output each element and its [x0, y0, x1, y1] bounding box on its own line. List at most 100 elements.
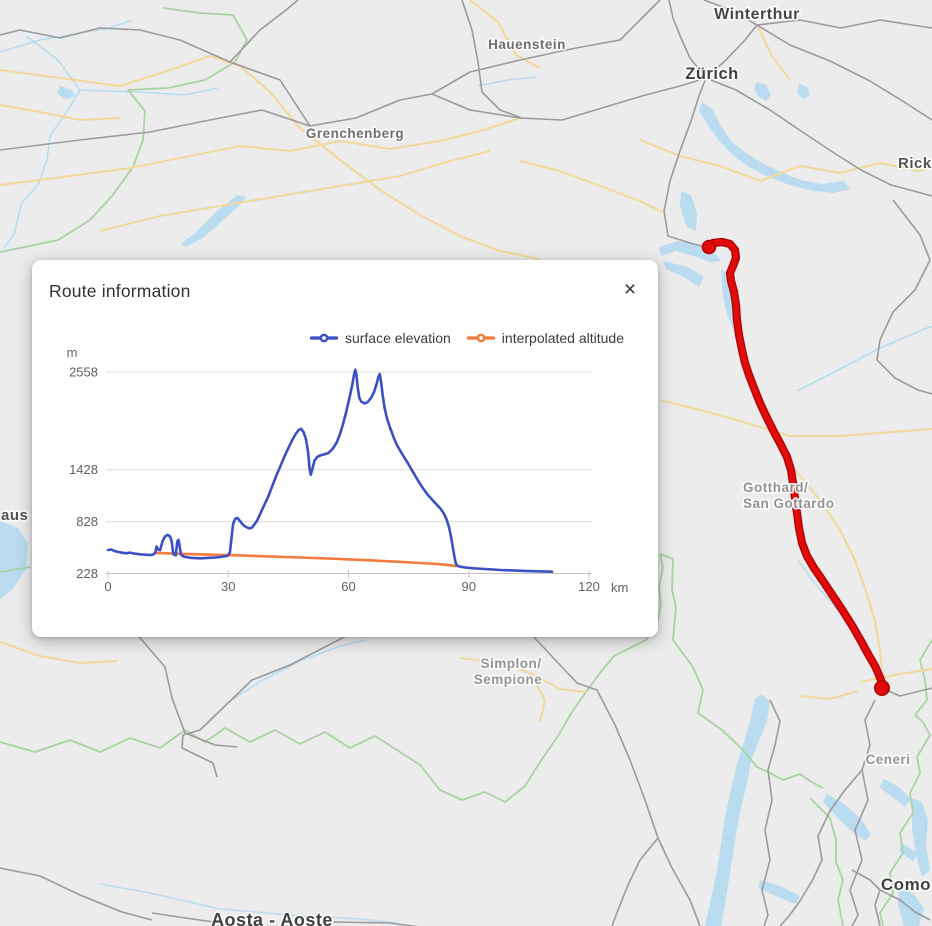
- route-start-marker[interactable]: [701, 239, 717, 255]
- lake: [0, 521, 28, 599]
- close-icon[interactable]: ×: [616, 276, 644, 304]
- road-major: [876, 199, 932, 395]
- country-border: [879, 639, 932, 926]
- map-label-hauenstein: Hauenstein: [488, 37, 566, 52]
- road-major: [461, 0, 523, 119]
- map-label-simplon-: Simplon/: [481, 656, 542, 671]
- legend-label: interpolated altitude: [501, 330, 624, 346]
- route-end-marker[interactable]: [873, 679, 890, 696]
- road-secondary: [794, 469, 884, 669]
- road-secondary: [659, 398, 932, 438]
- lake: [659, 241, 721, 262]
- road-secondary: [859, 667, 932, 684]
- x-tick-label: 60: [341, 579, 355, 594]
- road-major: [779, 769, 863, 926]
- map-label-z-rich: Zürich: [685, 65, 738, 83]
- road-secondary: [799, 689, 859, 701]
- road-secondary: [0, 54, 301, 129]
- road-major: [668, 0, 707, 79]
- x-axis-unit: km: [611, 580, 628, 595]
- road-secondary: [0, 103, 121, 122]
- map-label-winterthur: Winterthur: [714, 6, 800, 23]
- lake: [797, 84, 810, 99]
- road-major: [0, 27, 231, 63]
- panel-title: Route information: [49, 281, 191, 301]
- x-tick-label: 120: [578, 579, 600, 594]
- road-secondary: [639, 139, 932, 183]
- lake: [898, 887, 924, 926]
- y-tick-label: 228: [76, 566, 98, 581]
- x-tick-label: 0: [104, 579, 111, 594]
- lake: [823, 794, 871, 841]
- country-border: [0, 7, 248, 253]
- legend-item-surface-elevation[interactable]: surface elevation: [309, 330, 451, 346]
- map-label-ricke: Ricke: [898, 155, 932, 172]
- road-major: [663, 77, 707, 248]
- map-label-ceneri: Ceneri: [865, 752, 910, 767]
- map-label-san-gottardo: San Gottardo: [743, 496, 835, 511]
- lake: [758, 880, 800, 904]
- chart-legend: surface elevation interpolated altitude: [309, 330, 624, 346]
- y-tick-label: 1428: [69, 462, 98, 477]
- map-label-como: Como: [881, 875, 931, 894]
- lake: [680, 191, 697, 231]
- country-border: [0, 553, 824, 803]
- lake: [879, 779, 911, 807]
- road-major: [0, 0, 661, 151]
- y-tick-label: 2558: [69, 364, 98, 379]
- y-axis-unit: m: [67, 345, 78, 360]
- road-major: [229, 61, 311, 127]
- road-major: [756, 19, 932, 29]
- river: [3, 35, 81, 249]
- lake: [705, 694, 770, 926]
- legend-marker-icon: [466, 333, 495, 343]
- map-label-aus: aus: [1, 507, 28, 524]
- lake: [912, 798, 930, 877]
- country-border: [809, 797, 844, 926]
- map-label-gotthard-: Gotthard/: [743, 480, 808, 495]
- road-major: [332, 921, 419, 926]
- country-border: [0, 566, 31, 573]
- road-secondary: [756, 24, 791, 81]
- road-major: [181, 632, 353, 749]
- river: [796, 325, 932, 392]
- y-tick-label: 828: [76, 514, 98, 529]
- road-major: [761, 699, 781, 926]
- map-label-sempione: Sempione: [474, 672, 543, 687]
- lake: [754, 82, 771, 101]
- road-secondary: [299, 127, 541, 261]
- river: [99, 883, 397, 924]
- road-major: [881, 687, 932, 697]
- road-major: [705, 24, 758, 79]
- road-major: [0, 867, 153, 921]
- legend-item-interpolated-altitude[interactable]: interpolated altitude: [466, 330, 624, 346]
- road-major: [611, 837, 659, 926]
- road-secondary: [529, 672, 547, 723]
- lake: [899, 843, 918, 861]
- legend-marker-icon: [309, 333, 338, 343]
- route-line[interactable]: [710, 239, 885, 686]
- road-major: [703, 0, 758, 26]
- road-major: [431, 77, 707, 121]
- lake: [57, 86, 75, 99]
- road-major: [879, 889, 931, 921]
- road-secondary: [0, 117, 521, 187]
- road-major: [151, 912, 261, 926]
- lake: [181, 195, 246, 247]
- road-major: [756, 24, 932, 121]
- map-label-grenchenberg: Grenchenberg: [306, 126, 404, 141]
- x-tick-label: 90: [462, 579, 476, 594]
- river: [477, 76, 537, 87]
- road-major: [705, 77, 932, 197]
- series-interpolated-altitude: [154, 551, 458, 568]
- road-secondary: [0, 641, 119, 665]
- lake: [663, 261, 704, 287]
- elevation-chart[interactable]: 2558 1428 828 228 m 0 30 60 90 120 km: [32, 260, 658, 637]
- road-major: [229, 0, 299, 63]
- x-tick-label: 30: [221, 579, 235, 594]
- legend-label: surface elevation: [344, 330, 451, 346]
- series-surface-elevation: [106, 368, 554, 574]
- road-major: [849, 699, 876, 926]
- route-information-panel: Route information × 2558 1428 828 228 m 0 30 60…: [32, 260, 658, 637]
